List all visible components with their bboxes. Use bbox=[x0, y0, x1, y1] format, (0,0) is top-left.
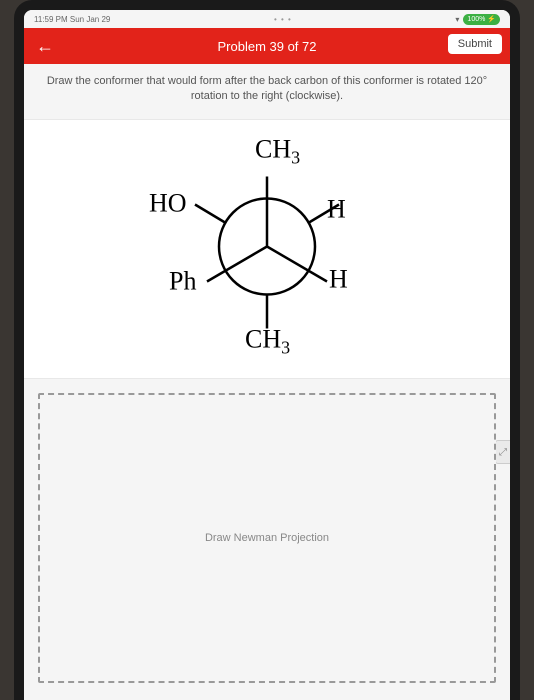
expand-toggle[interactable]: ⤢ bbox=[495, 440, 511, 464]
label-front-top: CH3 bbox=[255, 134, 300, 168]
submit-button[interactable]: Submit bbox=[448, 34, 502, 54]
battery-badge: 100% ⚡ bbox=[463, 14, 500, 25]
drawing-placeholder: Draw Newman Projection bbox=[205, 532, 329, 544]
newman-figure: CH3 H H CH3 Ph HO bbox=[24, 119, 510, 379]
label-back-bot: CH3 bbox=[245, 324, 290, 358]
label-front-br: H bbox=[329, 264, 348, 294]
wifi-icon: ▾ bbox=[455, 15, 459, 24]
status-time: 11:59 PM Sun Jan 29 bbox=[34, 15, 110, 24]
label-front-bl: Ph bbox=[169, 266, 196, 296]
back-button[interactable]: ← bbox=[24, 36, 66, 57]
header-bar: ← Problem 39 of 72 Submit bbox=[24, 28, 510, 64]
question-prompt: Draw the conformer that would form after… bbox=[24, 64, 510, 119]
drawing-area[interactable]: Draw Newman Projection bbox=[38, 393, 496, 683]
problem-title: Problem 39 of 72 bbox=[24, 39, 510, 54]
label-back-tl: HO bbox=[149, 188, 187, 218]
label-back-tr: H bbox=[327, 194, 346, 224]
status-right: ▾ 100% ⚡ bbox=[455, 14, 500, 25]
status-bar: 11:59 PM Sun Jan 29 • • • ▾ 100% ⚡ bbox=[24, 10, 510, 28]
status-dots: • • • bbox=[274, 15, 292, 24]
newman-svg bbox=[177, 146, 357, 346]
